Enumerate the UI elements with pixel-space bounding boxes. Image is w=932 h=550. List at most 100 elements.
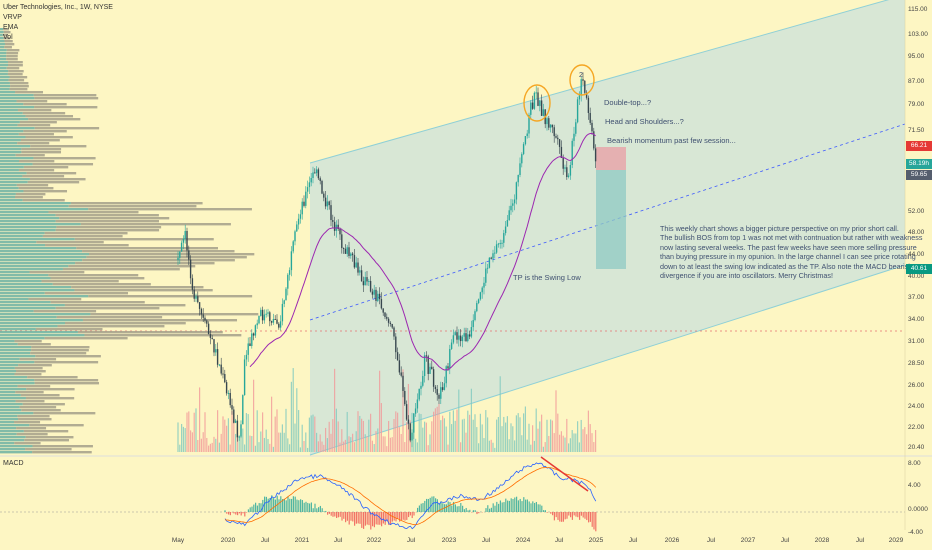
volume-bar: [204, 412, 206, 452]
volume-bar: [544, 442, 546, 452]
volume-bar: [314, 416, 316, 452]
candle-body: [341, 234, 343, 248]
profile-bar-gray: [2, 34, 9, 37]
candle-body: [258, 315, 260, 324]
macd-hist-bar: [368, 512, 370, 526]
volume-bar: [533, 440, 535, 452]
candle-body: [393, 327, 395, 337]
volume-bar: [371, 440, 373, 452]
macd-hist-bar: [541, 505, 543, 512]
profile-bar-gray: [88, 208, 252, 211]
candle-body: [254, 325, 257, 336]
volume-bar: [512, 426, 514, 452]
candle-body: [382, 308, 384, 313]
candle-body: [445, 366, 447, 384]
volume-bar: [406, 422, 408, 452]
candle-body: [276, 319, 278, 324]
macd-hist-bar: [411, 512, 413, 519]
volume-bar: [389, 437, 391, 452]
time-tick: Jul: [706, 537, 716, 544]
macd-hist-bar: [474, 510, 476, 512]
indicator-vol[interactable]: Vol: [3, 34, 13, 41]
profile-bar-green: [0, 325, 58, 328]
profile-bar-green: [0, 313, 91, 316]
profile-bar-green: [0, 79, 9, 82]
macd-hist-bar: [559, 512, 561, 522]
candle-body: [260, 309, 262, 316]
profile-bar-green: [0, 328, 36, 331]
macd-hist-bar: [337, 512, 339, 518]
volume-bar: [303, 440, 305, 452]
time-tick: 2024: [515, 537, 531, 544]
volume-bar: [476, 427, 478, 452]
profile-bar-green: [0, 91, 16, 94]
profile-bar-green: [0, 160, 20, 163]
profile-bar-gray: [17, 385, 51, 388]
macd-hist-bar: [499, 500, 501, 512]
profile-bar-green: [0, 346, 32, 349]
price-tag: 66.21: [906, 141, 932, 151]
volume-bar: [573, 433, 575, 452]
volume-bar: [568, 443, 570, 452]
candle-body: [485, 268, 487, 283]
volume-bar: [582, 429, 584, 452]
macd-hist-bar: [282, 499, 284, 512]
profile-bar-green: [0, 316, 57, 319]
macd-hist-bar: [584, 512, 586, 519]
macd-hist-bar: [462, 505, 464, 512]
profile-bar-green: [0, 310, 34, 313]
candle-body: [377, 293, 379, 301]
profile-bar-gray: [6, 55, 18, 58]
candle-body: [234, 420, 237, 423]
candle-body: [578, 95, 581, 100]
profile-bar-green: [0, 361, 35, 364]
volume-bar: [460, 442, 462, 452]
volume-bar: [595, 430, 597, 452]
macd-label[interactable]: MACD: [3, 460, 24, 467]
profile-bar-gray: [16, 184, 49, 187]
volume-bar: [346, 411, 348, 452]
profile-bar-green: [0, 28, 4, 31]
profile-bar-gray: [23, 103, 67, 106]
profile-bar-green: [0, 142, 18, 145]
macd-hist-bar: [346, 512, 348, 521]
indicator-ema[interactable]: EMA: [3, 24, 19, 31]
macd-hist-bar: [388, 512, 390, 526]
indicator-vrvp[interactable]: VRVP: [3, 14, 22, 21]
candle-body: [182, 238, 185, 243]
profile-bar-gray: [29, 424, 84, 427]
channel-bottom-line: [309, 264, 906, 456]
channel-top-line: [309, 0, 890, 164]
candle-body: [405, 404, 408, 420]
candle-body: [351, 253, 354, 256]
profile-bar-green: [0, 121, 20, 124]
profile-bar-gray: [42, 235, 123, 238]
macd-tick: 4.00: [908, 482, 921, 489]
profile-bar-green: [0, 214, 56, 217]
volume-bar: [292, 368, 294, 452]
candle-body: [463, 333, 465, 337]
candle-body: [504, 226, 507, 234]
volume-bar: [197, 439, 199, 452]
profile-bar-gray: [68, 205, 197, 208]
profile-bar-green: [0, 205, 69, 208]
volume-bar: [377, 428, 379, 452]
candle-body: [207, 323, 210, 335]
profile-bar-green: [0, 301, 51, 304]
macd-hist-bar: [364, 512, 366, 526]
volume-bar: [251, 436, 253, 452]
candle-body: [315, 169, 318, 174]
symbol-title[interactable]: Uber Technologies, Inc., 1W, NYSE: [3, 4, 113, 11]
volume-bar: [296, 388, 298, 452]
volume-bar: [523, 413, 525, 452]
candle-body: [499, 243, 501, 245]
macd-hist-bar: [582, 512, 584, 518]
macd-hist-bar: [535, 501, 537, 512]
candle-body: [425, 355, 428, 357]
time-tick: May: [171, 537, 185, 544]
candle-body: [328, 201, 330, 206]
candle-body: [387, 318, 390, 323]
macd-hist-bar: [571, 512, 573, 520]
